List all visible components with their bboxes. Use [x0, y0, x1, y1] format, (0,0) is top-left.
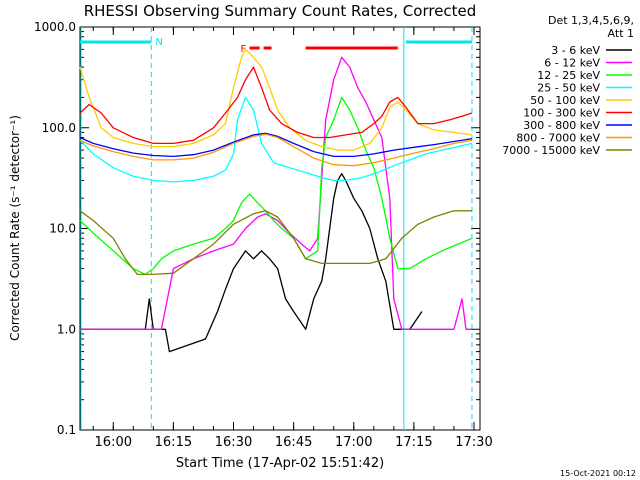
flare-label: F: [241, 44, 247, 55]
legend-label: 7000 - 15000 keV: [502, 144, 600, 157]
legend-label: 50 - 100 keV: [530, 94, 600, 107]
series-line: [79, 66, 473, 145]
x-tick-label: 16:00: [95, 435, 132, 450]
x-axis: 16:00 16:15 16:30 16:45 17:00 17:15 17:30: [92, 27, 493, 450]
y-tick-label: 100.0: [42, 121, 76, 135]
series-line: [79, 48, 473, 151]
x-tick-label: 17:00: [335, 435, 372, 450]
y-axis-label: Corrected Count Rate (s⁻¹ detector⁻¹): [8, 115, 22, 341]
y-tick-label: 0.1: [57, 423, 76, 437]
y-tick-label: 10.0: [49, 222, 76, 236]
y-axis: 0.1 1.0 10.0 100.0 1000.0: [34, 20, 480, 437]
plot-frame-rect: [79, 26, 481, 431]
series-line: [79, 133, 473, 167]
legend-label: 100 - 300 keV: [523, 107, 600, 120]
legend-label: 12 - 25 keV: [537, 69, 600, 82]
legend-detectors: Det 1,3,4,5,6,9,: [548, 14, 634, 27]
series-line: [79, 210, 472, 276]
legend-label: 6 - 12 keV: [544, 57, 600, 70]
x-tick-label: 16:15: [155, 435, 192, 450]
interval-bars: NF: [80, 37, 472, 55]
legend-label: 25 - 50 keV: [537, 82, 600, 95]
x-axis-label: Start Time (17-Apr-02 15:51:42): [176, 456, 384, 471]
series-line: [80, 56, 472, 330]
series-lines: [79, 48, 473, 353]
chart-title: RHESSI Observing Summary Count Rates, Co…: [84, 2, 477, 20]
series-line: [79, 96, 473, 183]
legend-label: 800 - 7000 keV: [516, 132, 600, 145]
generation-timestamp: 15-Oct-2021 00:12: [560, 469, 636, 478]
x-tick-label: 16:45: [275, 435, 312, 450]
legend-label: 3 - 6 keV: [551, 44, 600, 57]
series-line: [79, 96, 473, 276]
legend-attenuator: Att 1: [608, 27, 634, 40]
x-tick-label: 17:30: [455, 435, 492, 450]
vertical-markers: [80, 27, 473, 430]
series-line: [79, 132, 473, 158]
x-tick-label: 16:30: [215, 435, 252, 450]
x-tick-label: 17:15: [395, 435, 432, 450]
plot-frame: [79, 26, 481, 431]
y-tick-label: 1000.0: [34, 20, 76, 34]
night-label: N: [155, 37, 162, 48]
legend-label: 300 - 800 keV: [523, 119, 600, 132]
y-tick-label: 1.0: [57, 322, 76, 336]
